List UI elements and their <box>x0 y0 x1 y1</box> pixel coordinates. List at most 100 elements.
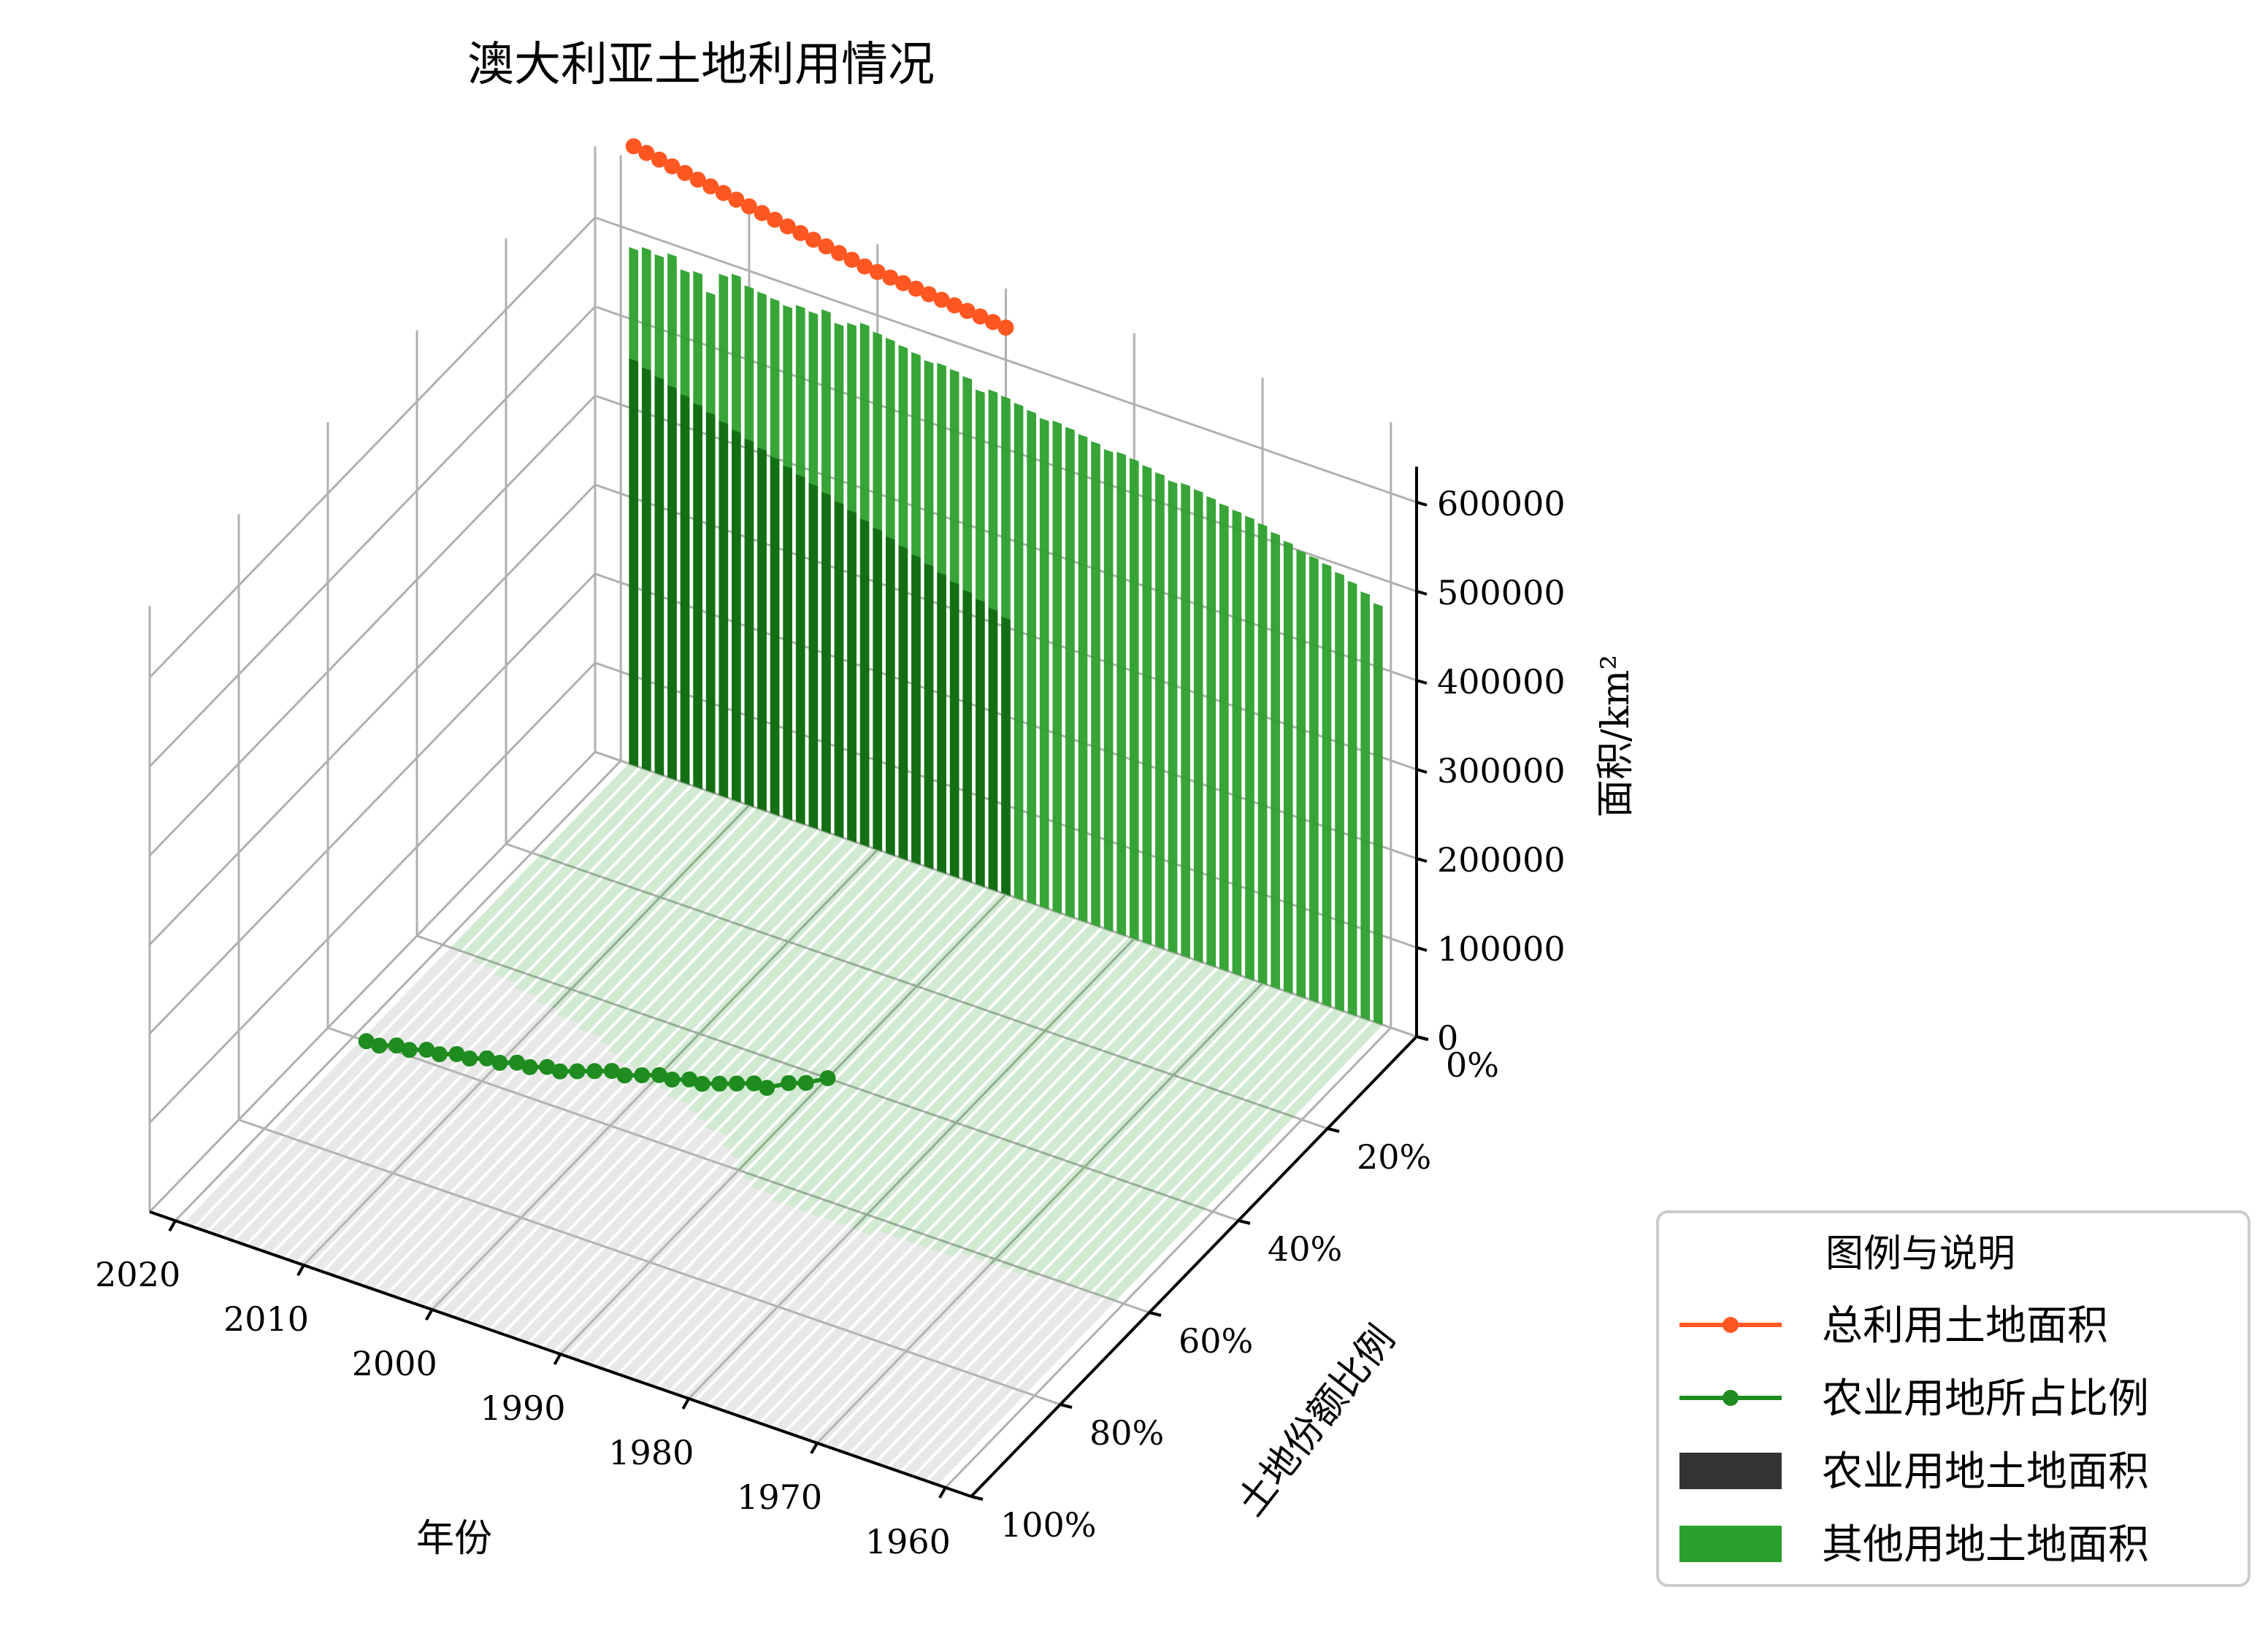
grid-line-share <box>505 842 1328 1130</box>
floor-strip-other <box>645 848 883 1086</box>
y-tick-label: 60% <box>1179 1321 1253 1361</box>
bar-agri <box>795 474 805 825</box>
floor-strip-agri <box>414 1073 647 1307</box>
point-total <box>638 145 655 161</box>
floor-strip-other <box>569 812 780 1023</box>
point-agri-ratio <box>603 1063 620 1080</box>
floor-strip-agri <box>209 961 482 1236</box>
floor-strip-agri <box>632 1209 808 1383</box>
x-tick-mark <box>553 1353 562 1365</box>
bar-series <box>629 247 1383 1025</box>
floor-strip-other <box>742 896 1024 1181</box>
floor-strip-other <box>548 803 754 1010</box>
grid-line-z-side <box>148 394 597 857</box>
bar-agri <box>924 563 934 869</box>
point-agri-ratio <box>819 1070 836 1086</box>
x-tick-mark <box>424 1309 434 1321</box>
point-total <box>805 231 821 248</box>
floor-strip-agri <box>286 1001 545 1263</box>
bar-agri <box>654 376 664 776</box>
point-total <box>921 286 938 303</box>
grid-line-share <box>238 1118 1061 1406</box>
y-tick-mark <box>1149 1311 1162 1317</box>
bar-other <box>1271 531 1280 990</box>
bar-agri <box>629 358 639 767</box>
z-tick-label: 100000 <box>1437 929 1566 969</box>
floor-strip-other <box>607 830 832 1055</box>
y-tick-mark <box>970 1495 984 1501</box>
floor-strip-agri <box>902 1288 1090 1476</box>
bar-agri <box>937 572 946 874</box>
z-tick-mark <box>1416 501 1428 507</box>
floor-strip-other <box>750 901 1037 1191</box>
floor-strip-other <box>771 910 1062 1204</box>
y-tick-mark <box>1238 1219 1251 1225</box>
floor-strip-other <box>784 915 1076 1208</box>
line-series <box>358 138 1014 1096</box>
floor-strip-agri <box>504 1127 715 1338</box>
floor-strip-agri <box>478 1110 698 1329</box>
floor-strip-other <box>943 968 1230 1257</box>
floor-strip-other <box>717 879 973 1136</box>
floor-strip-other <box>514 790 716 992</box>
x-tick-label: 2020 <box>95 1255 180 1294</box>
floor-strip-agri <box>555 1168 744 1356</box>
legend-swatch-other-area <box>1679 1526 1782 1562</box>
point-total <box>792 225 809 242</box>
floor-strip-agri <box>543 1154 740 1352</box>
floor-strip-other <box>628 839 857 1068</box>
axes: 1960 1970 1980 1990 2000 2010 2020 0% 20% 40% 60% 8… <box>95 466 1566 1561</box>
y-tick-mark <box>1060 1403 1073 1409</box>
bar-other <box>1335 572 1344 1012</box>
bar-agri <box>757 447 767 812</box>
bar-other <box>1373 603 1383 1025</box>
floor-strip-agri <box>196 952 473 1231</box>
x-tick-mark <box>810 1442 819 1454</box>
z-tick-label: 0 <box>1437 1018 1458 1058</box>
x-tick-label: 1960 <box>865 1522 951 1561</box>
point-total <box>869 264 886 280</box>
point-agri-ratio <box>401 1042 418 1058</box>
floor-strip-other <box>810 923 1101 1217</box>
bar-other <box>1181 483 1190 958</box>
legend-label-total: 总利用土地面积 <box>1822 1302 2108 1350</box>
floor-strip-agri <box>889 1284 1078 1472</box>
z-tick-mark <box>1416 946 1428 952</box>
floor-strip-other <box>998 985 1281 1270</box>
floor-strip-other <box>451 763 639 951</box>
point-total <box>972 308 989 325</box>
bar-agri <box>667 385 677 780</box>
legend-label-agri-ratio: 农业用地所占比例 <box>1822 1375 2149 1423</box>
point-total <box>882 269 899 286</box>
floor-strip-agri <box>375 1050 618 1294</box>
bar-agri <box>821 491 831 834</box>
bar-other <box>1347 580 1357 1016</box>
floor-strip-agri <box>786 1253 970 1437</box>
bar-agri <box>732 429 741 803</box>
floor-strip-other <box>973 977 1255 1261</box>
floor-strip-agri <box>350 1032 601 1285</box>
floor-strip-other <box>1067 1008 1345 1288</box>
z-tick-label: 300000 <box>1437 751 1566 791</box>
x-tick-mark <box>168 1220 177 1232</box>
point-total <box>857 258 873 274</box>
bar-other <box>1193 489 1203 963</box>
floor-strip-other <box>848 937 1139 1231</box>
floor-strip-other <box>986 981 1268 1266</box>
bar-agri <box>1001 616 1011 896</box>
z-tick-mark <box>1416 590 1428 596</box>
floor-strip-agri <box>915 1293 1103 1480</box>
grid-line-z-side <box>148 305 597 768</box>
bar-other <box>1078 434 1088 923</box>
legend-label-agri-area: 农业用地土地面积 <box>1822 1448 2149 1496</box>
point-total <box>728 191 745 208</box>
floor-strip-agri <box>427 1083 656 1312</box>
z-tick-mark <box>1416 857 1428 863</box>
bar-agri <box>808 483 819 829</box>
point-agri-ratio <box>694 1075 710 1092</box>
point-agri-ratio <box>651 1067 667 1083</box>
point-agri-ratio <box>634 1067 651 1083</box>
bar-other <box>1039 418 1049 910</box>
x-tick-label: 1990 <box>480 1388 566 1428</box>
bar-other <box>1103 449 1114 931</box>
